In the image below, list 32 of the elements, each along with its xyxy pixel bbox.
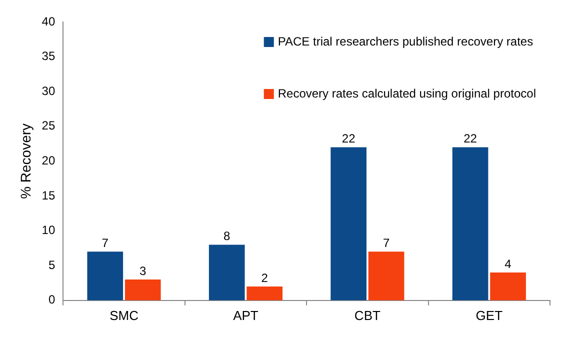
y-tick-label: 25	[42, 118, 56, 133]
x-tick-label: APT	[233, 308, 258, 323]
bar	[87, 252, 124, 300]
y-tick-label: 20	[42, 154, 56, 168]
legend-label: PACE trial researchers published recovery rates	[278, 34, 534, 48]
y-tick-label: 35	[42, 49, 56, 64]
data-label: 4	[504, 256, 512, 271]
data-label: 22	[464, 132, 478, 146]
data-label: 8	[224, 229, 231, 244]
y-tick-label: 40	[42, 14, 56, 28]
data-label: 3	[140, 264, 147, 278]
data-label: 22	[342, 132, 356, 146]
data-label: 7	[382, 236, 390, 250]
x-tick-label: CBT	[354, 308, 380, 323]
bar	[330, 147, 366, 300]
x-tick-label: GET	[476, 308, 503, 323]
y-tick-label: 30	[42, 84, 56, 98]
bar	[208, 244, 245, 300]
y-tick-label: 5	[48, 258, 56, 272]
bar	[368, 252, 404, 300]
bar	[490, 272, 526, 300]
x-tick-label: SMC	[110, 308, 138, 323]
bar	[452, 147, 488, 300]
legend-label: Recovery rates calculated using original protocol	[278, 86, 536, 100]
y-tick-label: 15	[42, 188, 56, 202]
y-tick-label: 10	[42, 223, 56, 238]
bar	[124, 280, 161, 300]
bar	[246, 286, 283, 300]
y-axis-title: % Recovery	[17, 123, 34, 199]
data-label: 7	[102, 236, 109, 250]
y-tick-label: 0	[48, 292, 56, 307]
data-label: 2	[261, 270, 268, 285]
